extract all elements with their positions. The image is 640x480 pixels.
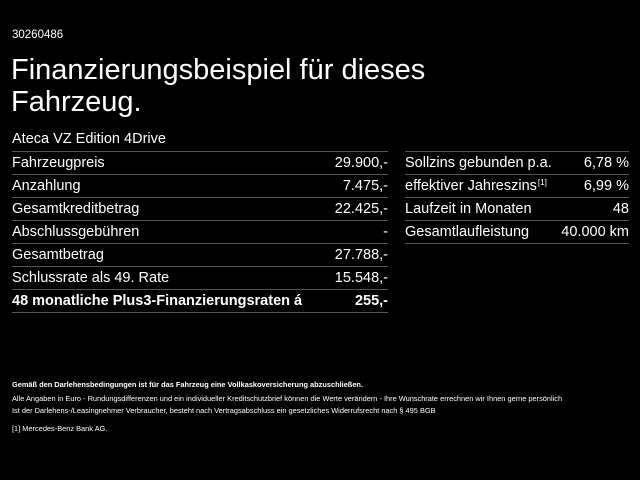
row-value: 40.000 km (558, 220, 629, 244)
row-label: Fahrzeugpreis (12, 151, 330, 175)
row-label: Anzahlung (12, 174, 330, 198)
financing-table: Fahrzeugpreis 29.900,- Anzahlung 7.475,-… (12, 151, 388, 313)
disclaimer-line: Ist der Darlehens-/Leasingnehmer Verbrau… (12, 406, 436, 415)
table-row: Gesamtbetrag 27.788,- (12, 243, 388, 267)
row-value: 29.900,- (329, 151, 388, 175)
row-label: Gesamtbetrag (12, 243, 330, 267)
insurance-note: Gemäß den Darlehensbedingungen ist für d… (12, 380, 364, 389)
row-label: 48 monatliche Plus3-Finanzierungsraten á (12, 289, 330, 313)
page-title: Finanzierungsbeispiel für dieses Fahrzeu… (11, 54, 571, 118)
row-value: 6,78 % (558, 151, 629, 175)
row-label: Gesamtkreditbetrag (12, 197, 330, 221)
footnote-marker: [1] (12, 424, 21, 433)
monthly-rate-row: 48 monatliche Plus3-Finanzierungsraten á… (12, 289, 388, 313)
interest-table: Sollzins gebunden p.a. 6,78 % effektiver… (405, 151, 629, 244)
row-label: effektiver Jahreszins[1] (405, 174, 559, 198)
table-row: Abschlussgebühren - (12, 220, 388, 244)
row-value: 255,- (329, 289, 388, 313)
row-label: Gesamtlaufleistung (405, 220, 559, 244)
footnote-marker: [1] (537, 178, 547, 187)
footnote: [1] Mercedes-Benz Bank AG. (12, 423, 632, 435)
table-row: Sollzins gebunden p.a. 6,78 % (405, 151, 629, 175)
footnote-text: Mercedes-Benz Bank AG. (22, 424, 108, 433)
table-row: Laufzeit in Monaten 48 (405, 197, 629, 221)
table-row: Schlussrate als 49. Rate 15.548,- (12, 266, 388, 290)
vehicle-model: Ateca VZ Edition 4Drive (12, 131, 166, 147)
row-label-text: Gesamtlaufleistung (405, 224, 530, 240)
row-value: 15.548,- (329, 266, 388, 290)
row-label: Sollzins gebunden p.a. (405, 151, 559, 175)
row-label: Schlussrate als 49. Rate (12, 266, 330, 290)
title-line-1: Finanzierungsbeispiel für dieses (11, 54, 426, 86)
row-value: 48 (558, 197, 629, 221)
table-row: Anzahlung 7.475,- (12, 174, 388, 198)
row-value: - (329, 220, 388, 244)
row-value: 6,99 % (558, 174, 629, 198)
table-row: effektiver Jahreszins[1] 6,99 % (405, 174, 629, 198)
reference-number: 30260486 (12, 29, 64, 41)
row-value: 7.475,- (329, 174, 388, 198)
row-label: Abschlussgebühren (12, 220, 330, 244)
table-row: Fahrzeugpreis 29.900,- (12, 151, 388, 175)
row-label-text: effektiver Jahreszins (405, 178, 537, 194)
table-row: Gesamtkreditbetrag 22.425,- (12, 197, 388, 221)
row-label-text: Laufzeit in Monaten (405, 201, 532, 217)
row-label-text: Sollzins gebunden p.a. (405, 155, 552, 171)
disclaimer-line: Alle Angaben in Euro - Rundungsdifferenz… (12, 394, 563, 403)
row-label: Laufzeit in Monaten (405, 197, 559, 221)
table-row: Gesamtlaufleistung 40.000 km (405, 220, 629, 244)
row-value: 22.425,- (329, 197, 388, 221)
row-value: 27.788,- (329, 243, 388, 267)
title-line-2: Fahrzeug. (11, 86, 142, 118)
legal-notes: Gemäß den Darlehensbedingungen ist für d… (12, 379, 632, 435)
